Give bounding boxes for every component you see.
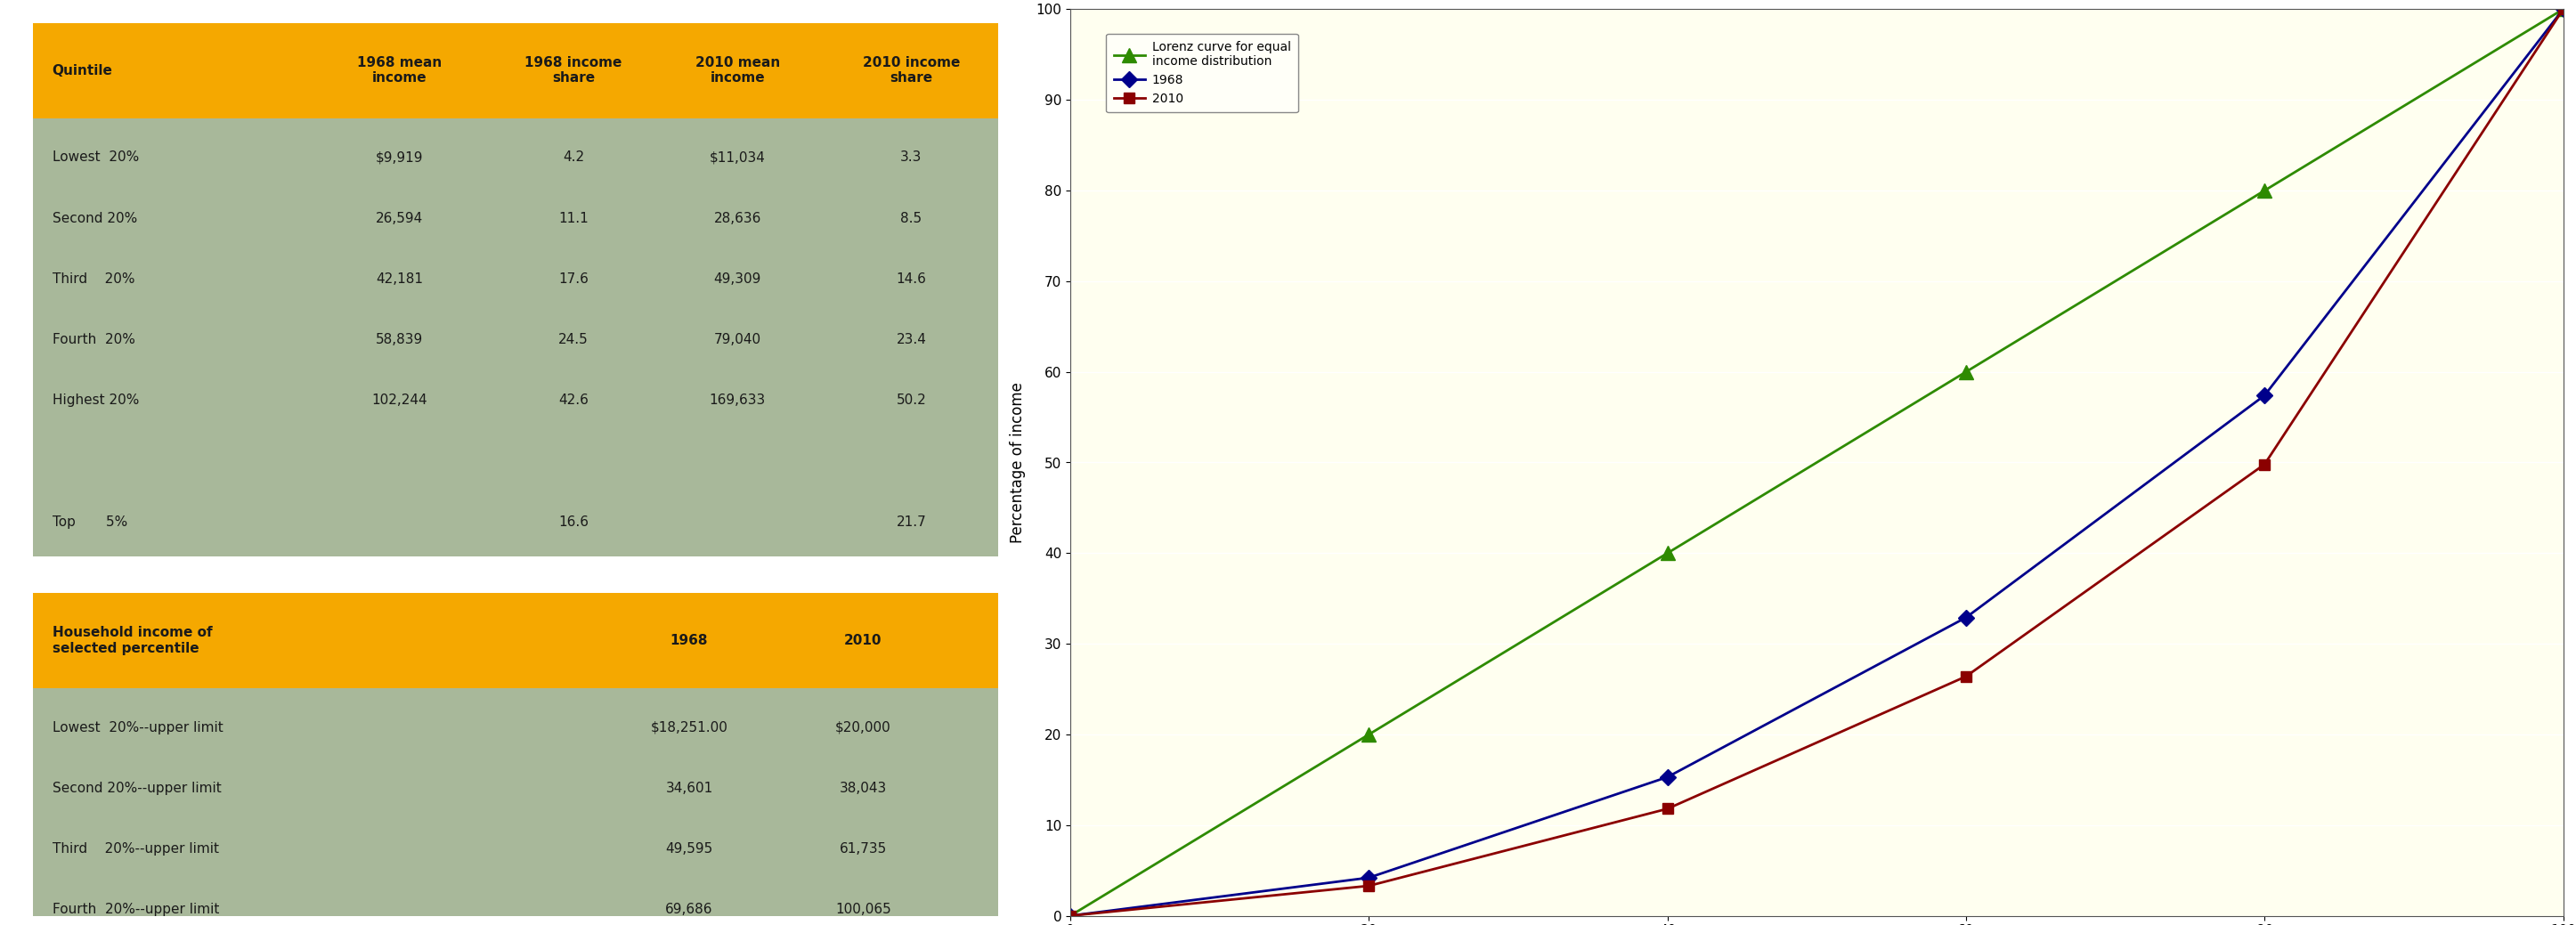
Bar — [33, 118, 997, 557]
Text: 42,181: 42,181 — [376, 272, 422, 286]
Text: $18,251.00: $18,251.00 — [652, 721, 729, 734]
Text: 11.1: 11.1 — [559, 212, 587, 225]
Text: Lowest  20%: Lowest 20% — [52, 151, 139, 164]
Text: Third    20%--upper limit: Third 20%--upper limit — [52, 843, 219, 856]
Text: 21.7: 21.7 — [896, 515, 927, 528]
Legend: Lorenz curve for equal
income distribution, 1968, 2010: Lorenz curve for equal income distributi… — [1105, 33, 1298, 113]
Text: 14.6: 14.6 — [896, 272, 927, 286]
Text: 38,043: 38,043 — [840, 782, 886, 795]
Lorenz curve for equal
income distribution — [2249, 185, 2280, 196]
Lorenz curve for equal
income distribution — [1950, 366, 1981, 377]
Text: 42.6: 42.6 — [559, 394, 587, 407]
Text: Lowest  20%--upper limit: Lowest 20%--upper limit — [52, 721, 224, 734]
Text: 50.2: 50.2 — [896, 394, 927, 407]
Text: 2010 mean
income: 2010 mean income — [696, 56, 781, 85]
Line: 1968: 1968 — [1064, 4, 2568, 921]
Text: 24.5: 24.5 — [559, 333, 587, 346]
1968 — [2548, 4, 2576, 15]
Text: Household income of
selected percentile: Household income of selected percentile — [52, 626, 211, 655]
Lorenz curve for equal
income distribution — [2548, 4, 2576, 15]
Text: 28,636: 28,636 — [714, 212, 762, 225]
2010 — [1352, 881, 1383, 892]
Text: 4.2: 4.2 — [562, 151, 585, 164]
Text: Top       5%: Top 5% — [52, 515, 126, 528]
Text: 49,595: 49,595 — [665, 843, 714, 856]
2010 — [1054, 910, 1084, 921]
1968 — [1651, 771, 1682, 783]
2010 — [2548, 4, 2576, 15]
Bar — [33, 23, 997, 118]
Text: 16.6: 16.6 — [559, 515, 587, 528]
2010 — [2249, 459, 2280, 470]
1968 — [1054, 910, 1084, 921]
Text: Third    20%: Third 20% — [52, 272, 134, 286]
1968 — [1352, 872, 1383, 883]
2010 — [1651, 803, 1682, 814]
Bar — [33, 593, 997, 688]
Text: 58,839: 58,839 — [376, 333, 422, 346]
1968 — [2249, 389, 2280, 401]
1968 — [1950, 612, 1981, 623]
Y-axis label: Percentage of income: Percentage of income — [1010, 382, 1025, 543]
Text: 169,633: 169,633 — [708, 394, 765, 407]
Text: 3.3: 3.3 — [902, 151, 922, 164]
Text: 69,686: 69,686 — [665, 903, 714, 917]
Text: Second 20%: Second 20% — [52, 212, 137, 225]
Lorenz curve for equal
income distribution — [1352, 729, 1383, 740]
Lorenz curve for equal
income distribution — [1651, 548, 1682, 559]
Bar — [33, 688, 997, 925]
Text: Highest 20%: Highest 20% — [52, 394, 139, 407]
Text: $11,034: $11,034 — [708, 151, 765, 164]
Line: Lorenz curve for equal
income distribution: Lorenz curve for equal income distributi… — [1064, 3, 2571, 922]
Text: 2010: 2010 — [845, 634, 881, 647]
Text: 61,735: 61,735 — [840, 843, 886, 856]
Text: 49,309: 49,309 — [714, 272, 762, 286]
Text: 1968: 1968 — [670, 634, 708, 647]
Text: Fourth  20%: Fourth 20% — [52, 333, 134, 346]
2010 — [1950, 671, 1981, 682]
Text: Second 20%--upper limit: Second 20%--upper limit — [52, 782, 222, 795]
Text: 26,594: 26,594 — [376, 212, 422, 225]
Text: 102,244: 102,244 — [371, 394, 428, 407]
Text: Fourth  20%--upper limit: Fourth 20%--upper limit — [52, 903, 219, 917]
Text: $20,000: $20,000 — [835, 721, 891, 734]
Text: 8.5: 8.5 — [902, 212, 922, 225]
Text: 23.4: 23.4 — [896, 333, 927, 346]
Text: $9,919: $9,919 — [376, 151, 422, 164]
Text: 1968 income
share: 1968 income share — [526, 56, 621, 85]
Text: Quintile: Quintile — [52, 64, 113, 77]
Text: 17.6: 17.6 — [559, 272, 587, 286]
Text: 34,601: 34,601 — [665, 782, 714, 795]
Text: 1968 mean
income: 1968 mean income — [358, 56, 443, 85]
Lorenz curve for equal
income distribution — [1054, 910, 1084, 921]
Text: 100,065: 100,065 — [835, 903, 891, 917]
Text: 79,040: 79,040 — [714, 333, 760, 346]
Text: 2010 income
share: 2010 income share — [863, 56, 961, 85]
Line: 2010: 2010 — [1064, 4, 2568, 921]
